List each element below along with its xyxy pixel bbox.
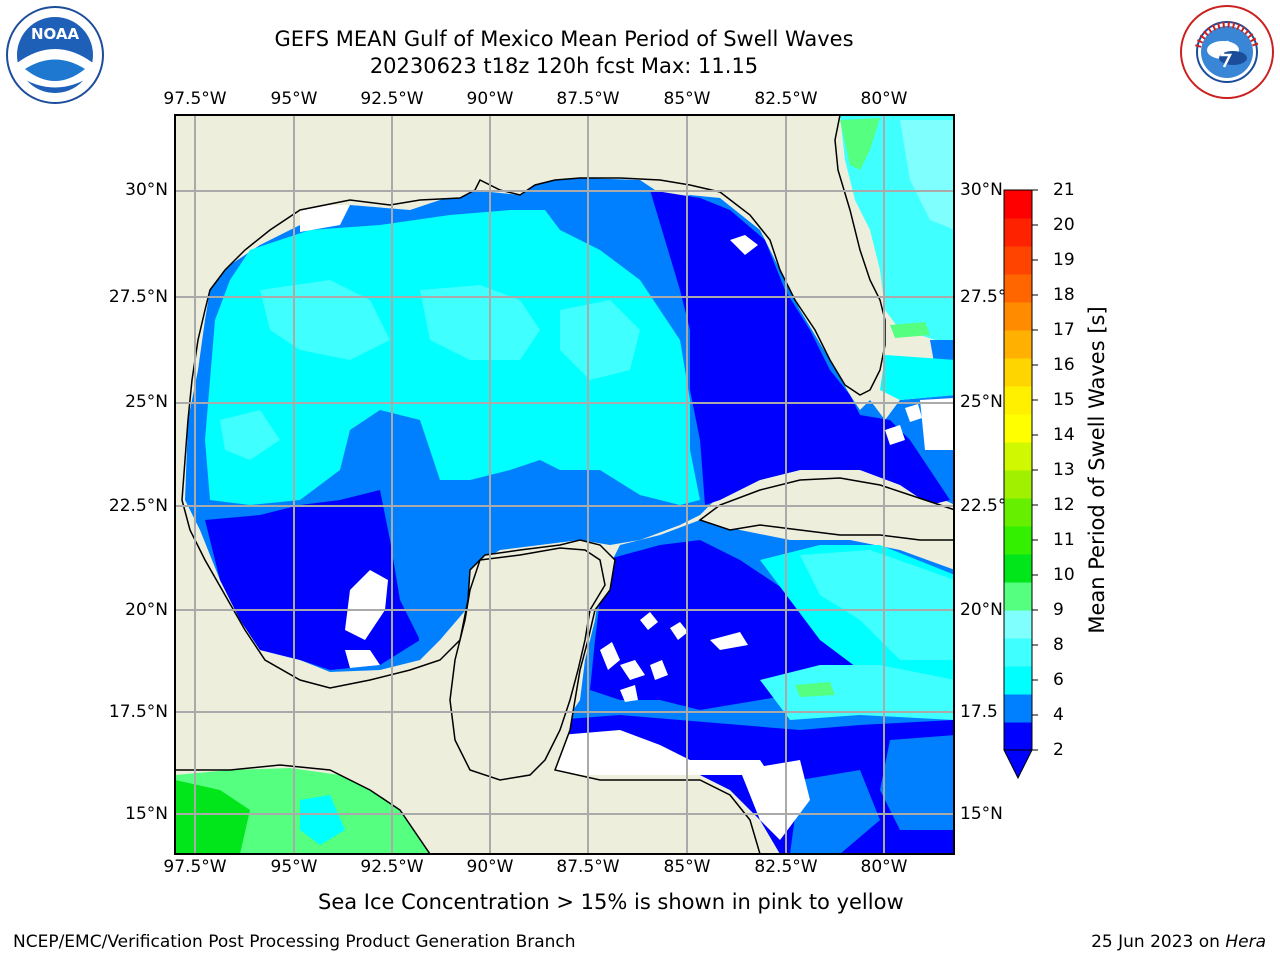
colorbar-tick-label: 18 [1053,285,1075,305]
colorbar-segment [1004,442,1032,471]
colorbar-tick-label: 11 [1053,530,1075,550]
lon-label-bottom: 92.5°W [360,857,424,877]
colorbar-segment [1004,274,1032,303]
lon-label-top: 95°W [270,89,318,109]
missing-data-cells [300,205,954,840]
colorbar-segment [1004,498,1032,527]
lat-label-right: 17.5 [960,702,998,722]
lon-label-bottom: 85°W [663,857,711,877]
run-date: 25 Jun 2023 on Hera [1091,932,1266,952]
colorbar-segment [1004,722,1032,751]
colorbar-segment [1004,190,1032,219]
colorbar-tick-label: 4 [1053,705,1064,725]
colorbar-tick-label: 9 [1053,600,1064,620]
colorbar-tick-label: 2 [1053,740,1064,760]
colorbar-tick-label: 13 [1053,460,1075,480]
lon-label-top: 82.5°W [754,89,818,109]
lon-label-bottom: 80°W [860,857,908,877]
colorbar-segment [1004,218,1032,247]
colorbar-segment [1004,470,1032,499]
graticule [175,115,954,854]
lon-label-bottom: 87.5°W [556,857,620,877]
colorbar-tick-label: 20 [1053,215,1075,235]
lat-label-right: 15°N [960,804,1003,824]
lon-label-bottom: 97.5°W [163,857,227,877]
colorbar-segment [1004,246,1032,275]
colorbar-segment [1004,666,1032,695]
lon-label-top: 85°W [663,89,711,109]
lon-label-top: 97.5°W [163,89,227,109]
lat-label-left: 15°N [125,804,168,824]
colorbar-segment [1004,414,1032,443]
colorbar-extend-triangle [1003,749,1033,780]
colorbar-label: Mean Period of Swell Waves [s] [1085,306,1109,634]
svg-text:NOAA: NOAA [31,25,80,43]
lon-label-bottom: 90°W [466,857,514,877]
colorbar-segment [1004,610,1032,639]
colorbar-tick-label: 8 [1053,635,1064,655]
colorbar-tick-label: 12 [1053,495,1075,515]
noaa-logo: NOAA [6,6,104,104]
lat-label-left: 27.5°N [108,287,168,307]
colorbar-tick-label: 10 [1053,565,1075,585]
colorbar-segment [1004,694,1032,723]
colorbar-tick-label: 16 [1053,355,1075,375]
swell-period-map [174,114,955,855]
colorbar [1003,189,1038,780]
lat-label-left: 30°N [125,180,168,200]
credit-text: NCEP/EMC/Verification Post Processing Pr… [13,932,576,952]
lat-label-left: 22.5°N [108,496,168,516]
colorbar-tick-label: 19 [1053,250,1075,270]
colorbar-segment [1004,638,1032,667]
map-title: GEFS MEAN Gulf of Mexico Mean Period of … [274,27,854,51]
sea-ice-note: Sea Ice Concentration > 15% is shown in … [318,890,904,914]
colorbar-tick-label: 14 [1053,425,1075,445]
east-gulf-dark-region [650,190,950,505]
colorbar-segment [1004,526,1032,555]
lon-label-top: 92.5°W [360,89,424,109]
colorbar-segment [1004,386,1032,415]
colorbar-segment [1004,582,1032,611]
lat-label-left: 25°N [125,392,168,412]
map-frame [174,114,955,855]
lon-label-bottom: 82.5°W [754,857,818,877]
colorbar-segment [1004,554,1032,583]
lon-label-bottom: 95°W [270,857,318,877]
lat-label-left: 17.5°N [108,702,168,722]
lat-label-right: 20°N [960,600,1003,620]
lon-label-top: 80°W [860,89,908,109]
colorbar-tick-label: 15 [1053,390,1075,410]
lon-label-top: 87.5°W [556,89,620,109]
colorbar-tick-label: 21 [1053,180,1075,200]
map-subtitle: 20230623 t18z 120h fcst Max: 11.15 [369,54,759,78]
machine-name: Hera [1225,932,1266,952]
lat-label-right: 25°N [960,392,1003,412]
lat-label-right: 30°N [960,180,1003,200]
lat-label-left: 20°N [125,600,168,620]
colorbar-segment [1004,302,1032,331]
colorbar-segment [1004,358,1032,387]
nws-logo [1180,5,1274,99]
colorbar-tick-label: 6 [1053,670,1064,690]
lon-label-top: 90°W [466,89,514,109]
coastlines [175,115,954,854]
colorbar-tick-label: 17 [1053,320,1075,340]
colorbar-segment [1004,330,1032,359]
